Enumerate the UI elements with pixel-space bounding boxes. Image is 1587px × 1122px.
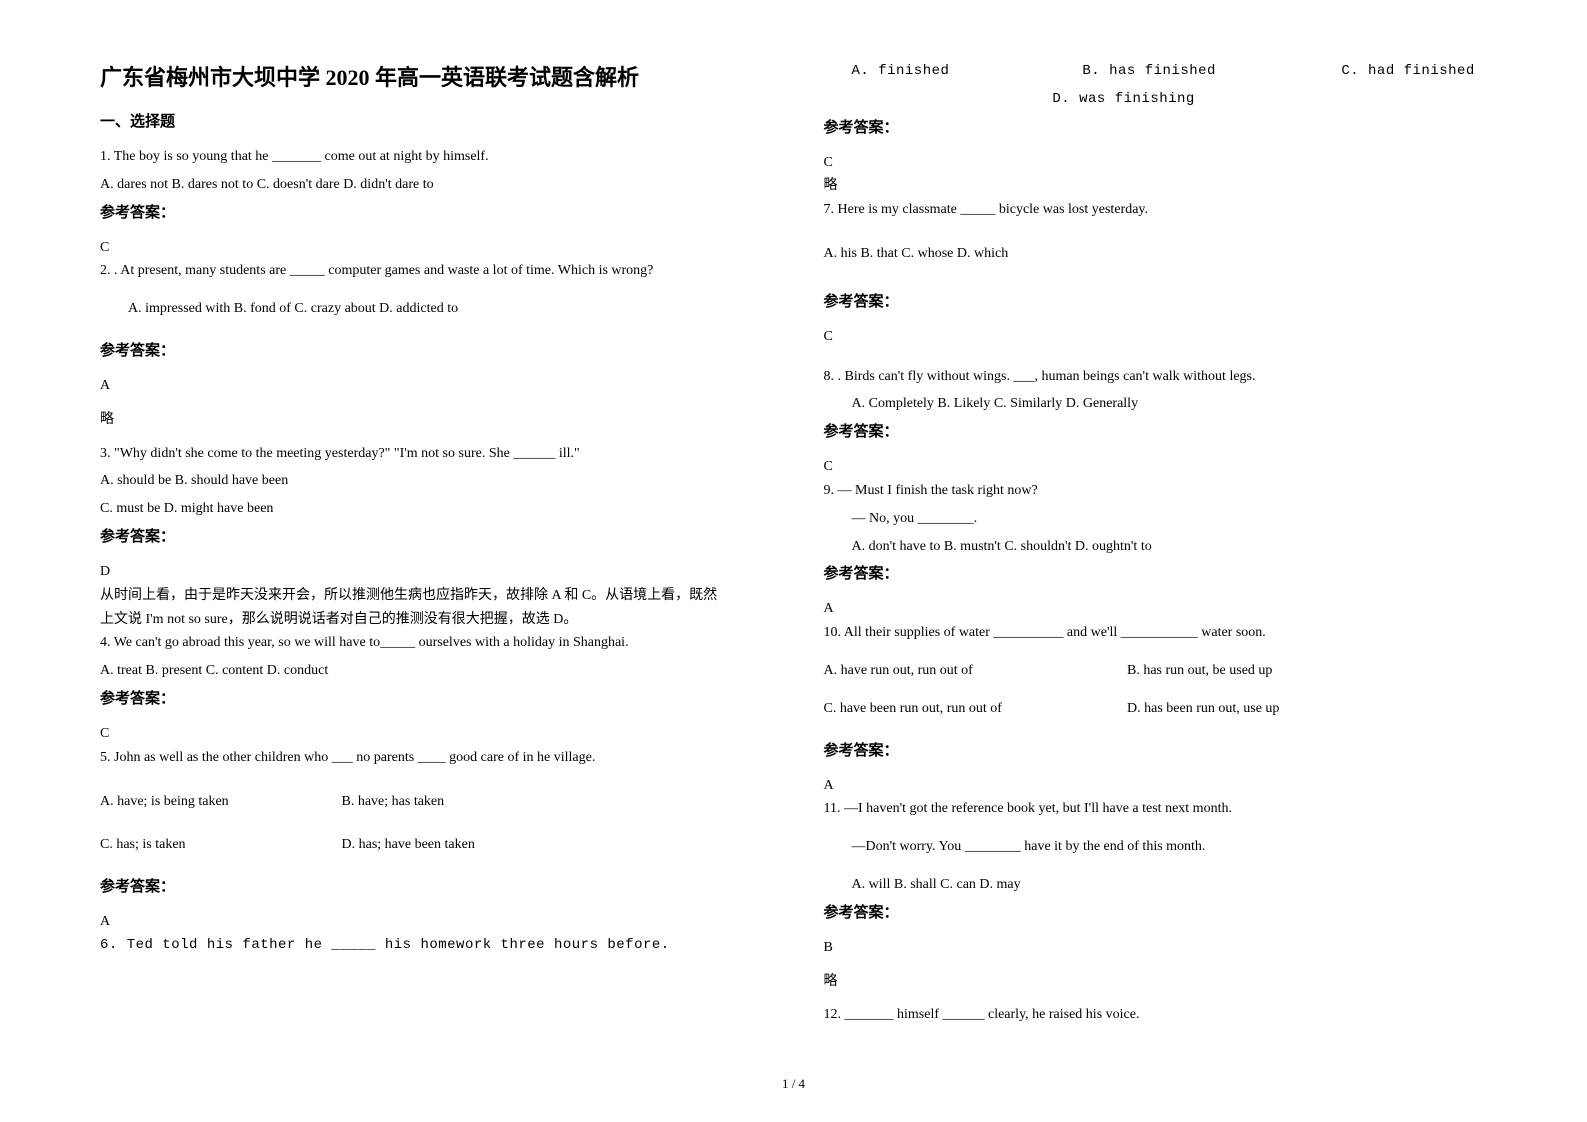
answer-label: 参考答案： bbox=[824, 901, 1488, 922]
q3-explain-2: 上文说 I'm not so sure，那么说明说话者对自己的推测没有很大把握，… bbox=[100, 608, 764, 632]
q5-answer: A bbox=[100, 910, 764, 934]
answer-label: 参考答案： bbox=[100, 339, 764, 360]
q11-stem-2: —Don't worry. You ________ have it by th… bbox=[824, 835, 1488, 859]
q5-options-row2: C. has; is taken D. has; have been taken bbox=[100, 833, 764, 857]
q1-answer: C bbox=[100, 236, 764, 260]
q10-optA: A. have run out, run out of bbox=[824, 659, 1124, 683]
answer-label: 参考答案： bbox=[100, 875, 764, 896]
q10-optD: D. has been run out, use up bbox=[1127, 701, 1279, 716]
q6-optB: B. has finished bbox=[1082, 60, 1332, 84]
q5-stem: 5. John as well as the other children wh… bbox=[100, 746, 764, 770]
answer-label: 参考答案： bbox=[100, 525, 764, 546]
q9-stem: 9. — Must I finish the task right now? bbox=[824, 479, 1488, 503]
q6-options: A. finished B. has finished C. had finis… bbox=[824, 60, 1488, 84]
q6-answer: C bbox=[824, 151, 1488, 175]
q9-stem-2: — No, you ________. bbox=[824, 507, 1488, 531]
q6-options-2: D. was finishing bbox=[824, 88, 1488, 112]
doc-title: 广东省梅州市大坝中学 2020 年高一英语联考试题含解析 bbox=[100, 60, 764, 92]
q8-answer: C bbox=[824, 455, 1488, 479]
q6-optD: D. was finishing bbox=[1052, 91, 1194, 107]
q11-options: A. will B. shall C. can D. may bbox=[824, 873, 1488, 897]
q2-stem: 2. . At present, many students are _____… bbox=[100, 259, 764, 283]
page-number: 1 / 4 bbox=[782, 1076, 805, 1092]
q3-options-1: A. should be B. should have been bbox=[100, 469, 764, 493]
q6-optA: A. finished bbox=[824, 60, 1074, 84]
q1-stem: 1. The boy is so young that he _______ c… bbox=[100, 145, 764, 169]
q10-optC: C. have been run out, run out of bbox=[824, 697, 1124, 721]
q6-stem: 6. Ted told his father he _____ his home… bbox=[100, 934, 764, 958]
q4-answer: C bbox=[100, 722, 764, 746]
answer-label: 参考答案： bbox=[824, 420, 1488, 441]
q5-optC: C. has; is taken bbox=[100, 833, 310, 857]
q1-options: A. dares not B. dares not to C. doesn't … bbox=[100, 173, 764, 197]
answer-label: 参考答案： bbox=[824, 290, 1488, 311]
answer-label: 参考答案： bbox=[824, 116, 1488, 137]
q5-options-row1: A. have; is being taken B. have; has tak… bbox=[100, 790, 764, 814]
q5-optA: A. have; is being taken bbox=[100, 790, 310, 814]
section-heading: 一、选择题 bbox=[100, 110, 764, 131]
q2-answer: A bbox=[100, 374, 764, 398]
answer-label: 参考答案： bbox=[100, 687, 764, 708]
q11-answer: B bbox=[824, 936, 1488, 960]
q10-optB: B. has run out, be used up bbox=[1127, 663, 1272, 678]
q10-options-row1: A. have run out, run out of B. has run o… bbox=[824, 659, 1488, 683]
q3-stem: 3. "Why didn't she come to the meeting y… bbox=[100, 442, 764, 466]
answer-label: 参考答案： bbox=[824, 562, 1488, 583]
q3-answer: D bbox=[100, 560, 764, 584]
q3-options-2: C. must be D. might have been bbox=[100, 497, 764, 521]
answer-label: 参考答案： bbox=[824, 739, 1488, 760]
q10-stem: 10. All their supplies of water ________… bbox=[824, 621, 1488, 645]
q7-stem: 7. Here is my classmate _____ bicycle wa… bbox=[824, 198, 1488, 222]
q7-options: A. his B. that C. whose D. which bbox=[824, 242, 1488, 266]
q7-answer: C bbox=[824, 325, 1488, 349]
q6-optC: C. had finished bbox=[1341, 63, 1475, 79]
q4-stem: 4. We can't go abroad this year, so we w… bbox=[100, 631, 764, 655]
q3-explain-1: 从时间上看，由于是昨天没来开会，所以推测他生病也应指昨天，故排除 A 和 C。从… bbox=[100, 584, 764, 608]
q5-optD: D. has; have been taken bbox=[342, 837, 475, 852]
q12-stem: 12. _______ himself ______ clearly, he r… bbox=[824, 1003, 1488, 1027]
q11-stem: 11. —I haven't got the reference book ye… bbox=[824, 797, 1488, 821]
q8-stem: 8. . Birds can't fly without wings. ___,… bbox=[824, 365, 1488, 389]
q9-options: A. don't have to B. mustn't C. shouldn't… bbox=[824, 535, 1488, 559]
q10-options-row2: C. have been run out, run out of D. has … bbox=[824, 697, 1488, 721]
q4-options: A. treat B. present C. content D. conduc… bbox=[100, 659, 764, 683]
q6-explain: 略 bbox=[824, 174, 1488, 198]
answer-label: 参考答案： bbox=[100, 201, 764, 222]
q11-explain: 略 bbox=[824, 970, 1488, 994]
q8-options: A. Completely B. Likely C. Similarly D. … bbox=[824, 392, 1488, 416]
q10-answer: A bbox=[824, 774, 1488, 798]
q9-answer: A bbox=[824, 597, 1488, 621]
q2-explain: 略 bbox=[100, 408, 764, 432]
q5-optB: B. have; has taken bbox=[342, 794, 445, 809]
q2-options: A. impressed with B. fond of C. crazy ab… bbox=[100, 297, 764, 321]
